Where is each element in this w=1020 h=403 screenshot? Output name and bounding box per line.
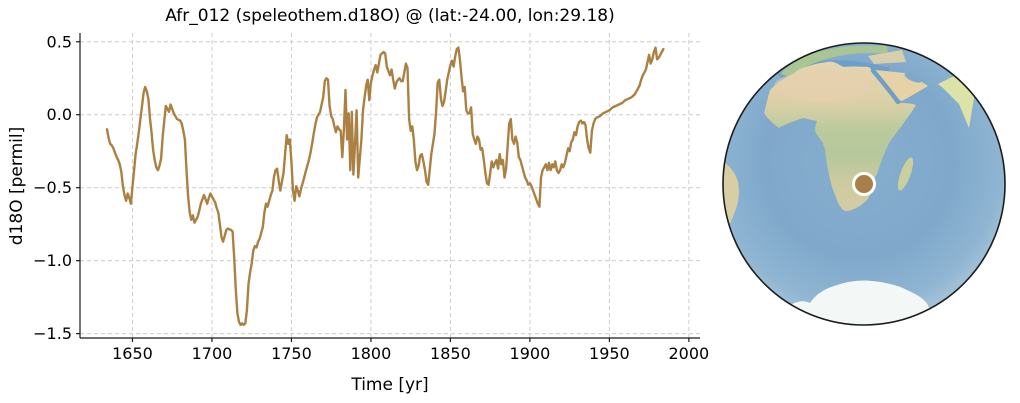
x-tick-label: 1650 xyxy=(112,344,153,363)
sahara-highlight xyxy=(774,71,870,101)
madagascar-island xyxy=(897,157,914,191)
x-tick-label: 1800 xyxy=(351,344,392,363)
chart-title: Afr_012 (speleothem.d18O) @ (lat:-24.00,… xyxy=(165,6,615,26)
x-axis-label: Time [yr] xyxy=(351,375,429,395)
arabia-peninsula xyxy=(874,70,928,101)
site-marker xyxy=(852,172,876,196)
x-tick-label: 1850 xyxy=(430,344,471,363)
y-tick-label: 0.5 xyxy=(47,32,72,51)
x-tick-label: 2000 xyxy=(669,344,710,363)
x-tick-label: 1750 xyxy=(271,344,312,363)
y-tick-label: 0.0 xyxy=(47,105,72,124)
anatolia-region xyxy=(868,50,906,64)
x-tick-label: 1700 xyxy=(192,344,233,363)
globe-map xyxy=(722,42,1006,326)
y-tick-label: −1.0 xyxy=(33,251,72,270)
x-tick-label: 1950 xyxy=(589,344,630,363)
y-tick-label: −0.5 xyxy=(33,178,72,197)
persian-gulf xyxy=(904,73,922,83)
globe-outline xyxy=(722,42,1006,326)
timeseries-line xyxy=(105,46,665,327)
x-tick-label: 1900 xyxy=(510,344,551,363)
line-plot-canvas: 1650 1700 1750 1800 1850 1900 1950 2000 0.5 0.0 −0… xyxy=(33,32,710,363)
red-sea xyxy=(870,68,901,105)
y-tick-label: −1.5 xyxy=(33,324,72,343)
